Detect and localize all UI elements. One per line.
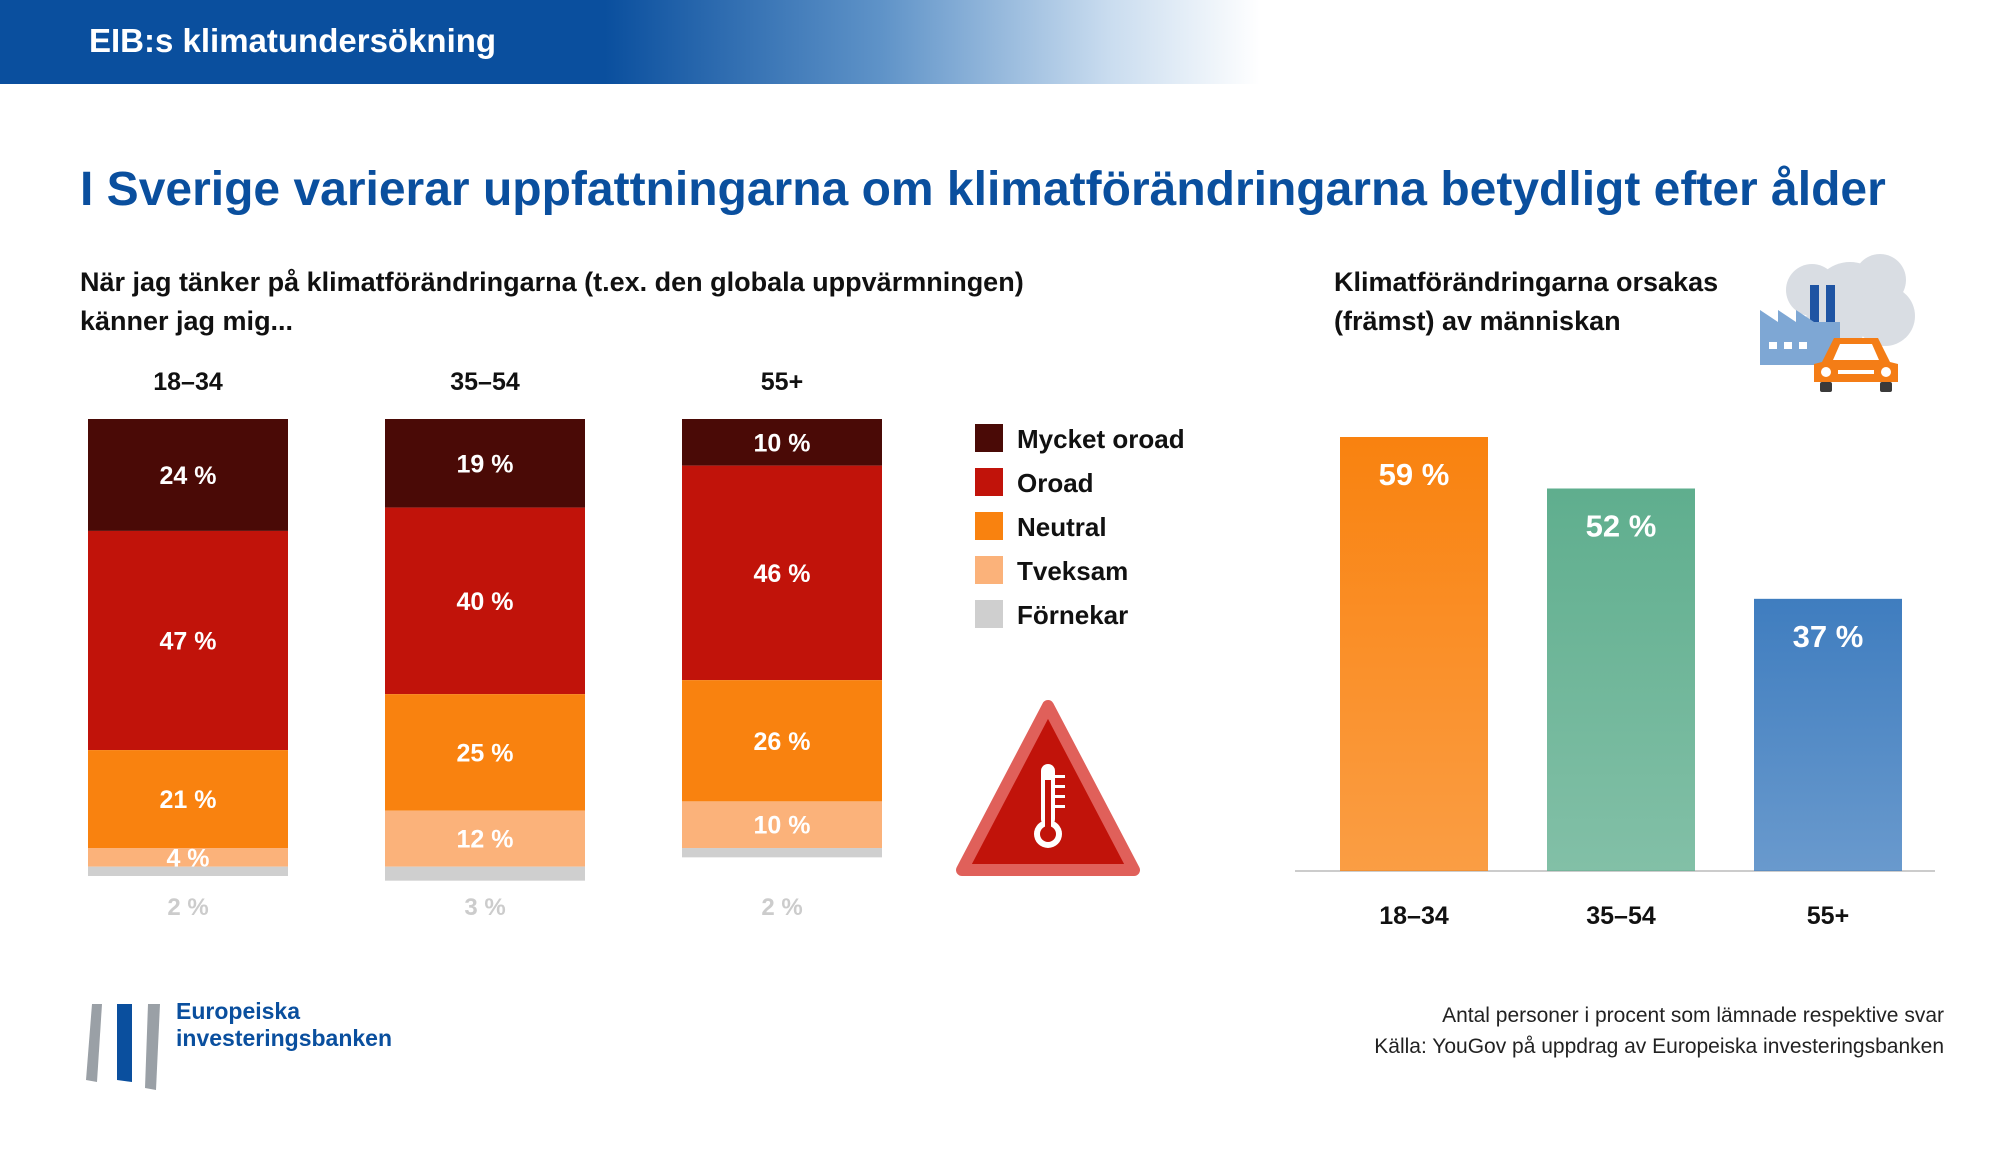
stacked-chart-subtitle-line-1: När jag tänker på klimatförändringarna (… — [80, 267, 1024, 297]
bar-category-label: 35–54 — [1586, 902, 1656, 930]
footer-note: Antal personer i procent som lämnade res… — [1442, 1004, 1944, 1027]
stack-data-label: 46 % — [754, 560, 811, 588]
bar-chart-subtitle-line-1: Klimatförändringarna orsakas — [1334, 267, 1719, 297]
stack-segment-neutral — [88, 750, 288, 849]
footer-source: Källa: YouGov på uppdrag av Europeiska i… — [1374, 1035, 1944, 1058]
stack-segment-mycket-oroad — [682, 419, 882, 466]
stacked-chart-subtitle: När jag tänker på klimatförändringarna (… — [80, 263, 1080, 341]
stack-data-label: 24 % — [160, 462, 217, 490]
stack-category-label: 35–54 — [450, 368, 520, 396]
stack-data-label: 3 % — [464, 894, 505, 921]
legend-label: Neutral — [1017, 512, 1107, 542]
stack-segment-tveksam — [385, 810, 585, 867]
legend-label: Mycket oroad — [1017, 424, 1185, 454]
stack-segment-neutral — [682, 680, 882, 802]
stack-segment-oroad — [385, 507, 585, 695]
footer-notes: Antal personer i procent som lämnade res… — [1374, 1000, 1944, 1062]
stack-segment-neutral — [385, 694, 585, 811]
stack-category-label: 55+ — [761, 368, 803, 396]
stack-segment-oroad — [88, 530, 288, 751]
bar-value-label: 59 % — [1379, 457, 1450, 492]
legend-label: Oroad — [1017, 468, 1094, 498]
stack-segment-förnekar — [682, 848, 882, 858]
stack-segment-mycket-oroad — [88, 419, 288, 531]
bar-value-label: 52 % — [1586, 508, 1657, 543]
top-banner — [0, 0, 1260, 84]
stack-data-label: 12 % — [457, 826, 514, 854]
stack-data-label: 2 % — [167, 894, 208, 921]
legend-swatch — [975, 600, 1003, 628]
stacked-chart-subtitle-line-2: känner jag mig... — [80, 306, 294, 336]
bar-value-label: 37 % — [1793, 619, 1864, 654]
stack-segment-tveksam — [88, 848, 288, 867]
stack-segment-förnekar — [88, 866, 288, 876]
stack-data-label: 4 % — [166, 844, 209, 872]
legend-label: Förnekar — [1017, 600, 1128, 630]
page-headline: I Sverige varierar uppfattningarna om kl… — [80, 163, 1886, 216]
legend-swatch — [975, 468, 1003, 496]
stack-data-label: 10 % — [754, 812, 811, 840]
logo-line-1: Europeiska — [176, 998, 300, 1024]
bar — [1547, 488, 1695, 871]
stack-category-label: 18–34 — [153, 368, 223, 396]
stack-segment-mycket-oroad — [385, 419, 585, 508]
legend-swatch — [975, 556, 1003, 584]
eib-logo-text: Europeiska investeringsbanken — [176, 998, 392, 1052]
stack-data-label: 26 % — [754, 728, 811, 756]
stack-segment-oroad — [682, 465, 882, 681]
bar — [1754, 598, 1902, 871]
bar-chart-subtitle: Klimatförändringarna orsakas (främst) av… — [1334, 263, 1774, 341]
banner-title: EIB:s klimatundersökning — [89, 22, 497, 59]
bar — [1340, 437, 1488, 871]
stack-data-label: 19 % — [457, 450, 514, 478]
stack-data-label: 47 % — [160, 628, 217, 656]
stack-data-label: 40 % — [457, 588, 514, 616]
bar-category-label: 18–34 — [1379, 902, 1449, 930]
stack-segment-förnekar — [385, 866, 585, 881]
stack-data-label: 25 % — [457, 739, 514, 767]
bar-category-label: 55+ — [1807, 902, 1849, 930]
legend-swatch — [975, 424, 1003, 452]
legend-swatch — [975, 512, 1003, 540]
logo-line-2: investeringsbanken — [176, 1025, 393, 1051]
stack-data-label: 21 % — [160, 786, 217, 814]
stack-segment-tveksam — [682, 801, 882, 849]
stack-data-label: 10 % — [754, 429, 811, 457]
stack-data-label: 2 % — [761, 894, 802, 921]
legend-label: Tveksam — [1017, 556, 1128, 586]
bar-chart-subtitle-line-2: (främst) av människan — [1334, 306, 1621, 336]
